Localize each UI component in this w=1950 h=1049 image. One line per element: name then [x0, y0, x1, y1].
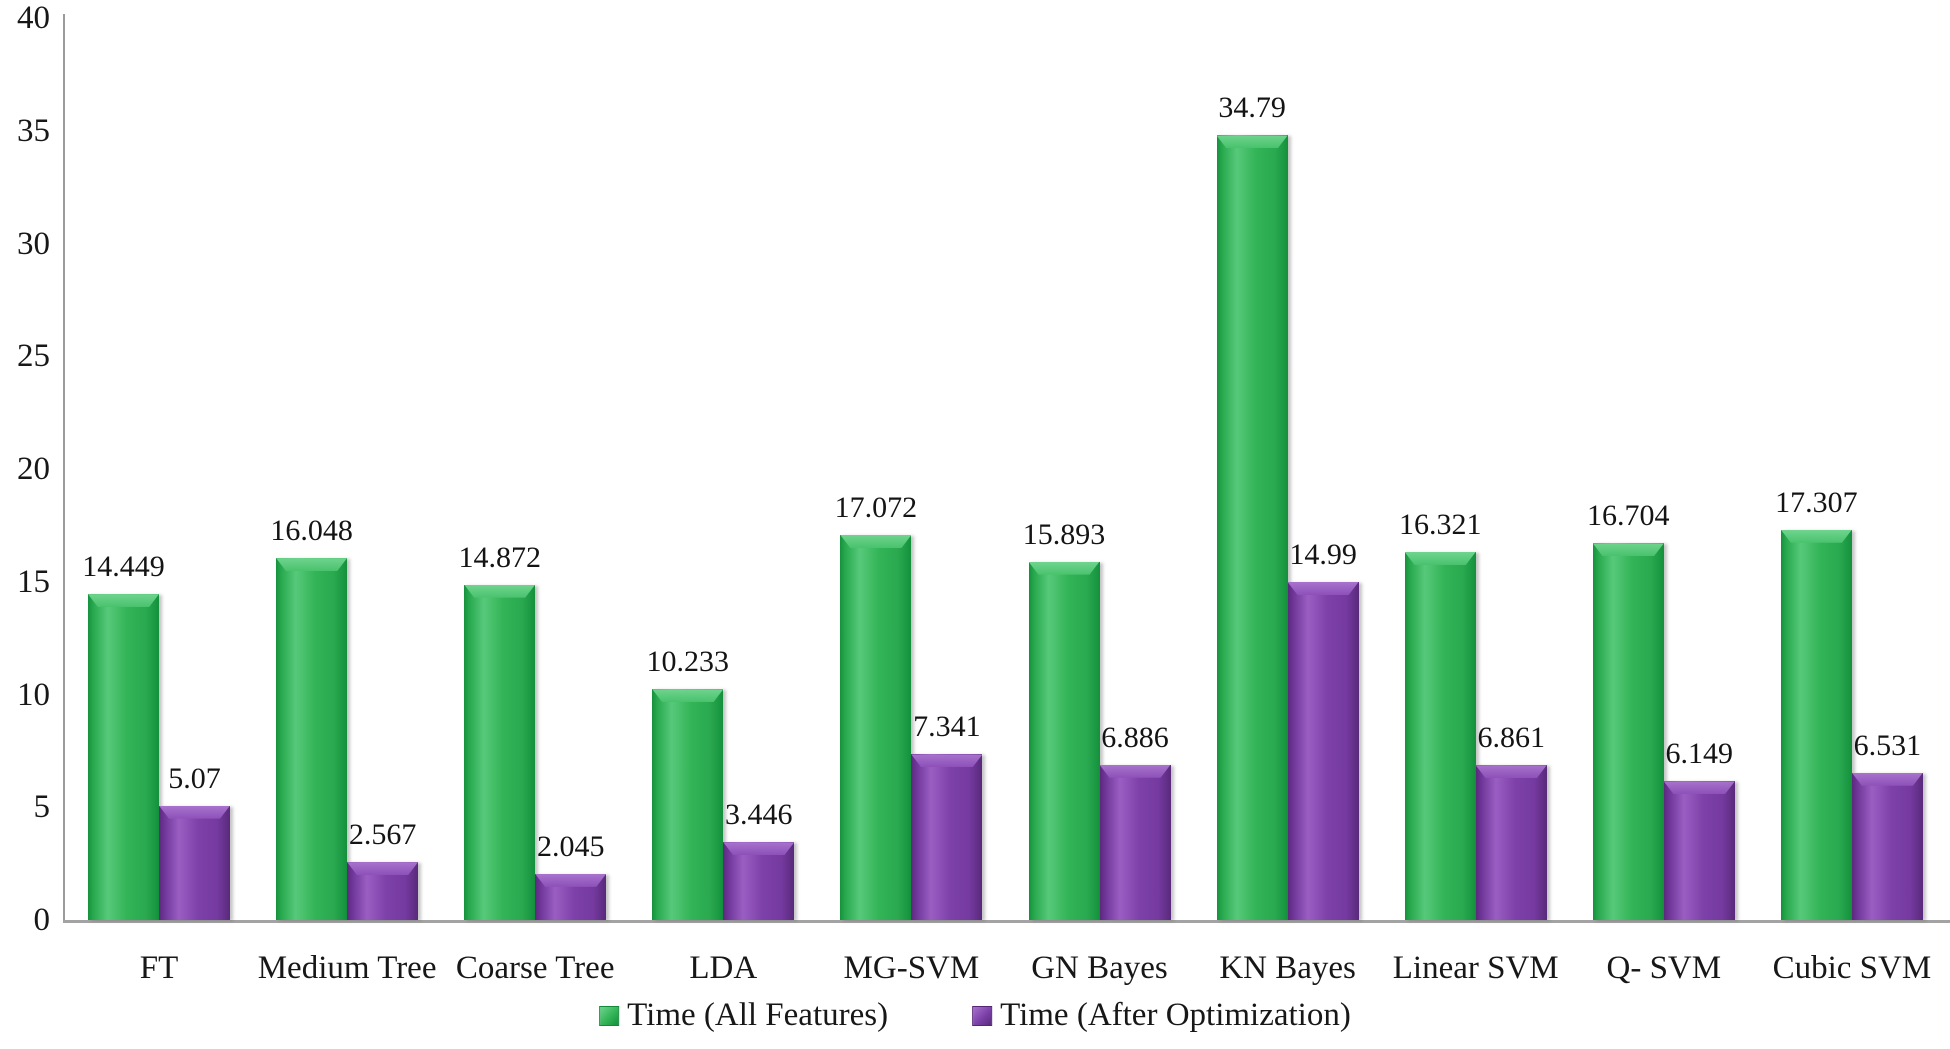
value-label-all-features: 17.307 [1775, 485, 1858, 519]
bar-top-bevel [88, 594, 159, 608]
category-label: Medium Tree [257, 950, 437, 986]
value-label-all-features: 15.893 [1022, 517, 1106, 551]
bar-top-bevel [1663, 781, 1735, 795]
bar-after-optimization [1099, 764, 1171, 920]
bar-top-bevel [652, 689, 724, 703]
value-label-after-optimization: 2.045 [536, 829, 605, 863]
bar-top-bevel [1592, 543, 1664, 557]
bar-after-optimization [1851, 772, 1923, 920]
bar-top-bevel [1287, 581, 1359, 595]
y-tick-label: 10 [17, 676, 50, 713]
category-label: FT [139, 950, 179, 986]
bar-after-optimization [535, 873, 607, 920]
bar-all-features [1592, 543, 1664, 920]
y-tick-label: 5 [33, 789, 51, 826]
bar-all-features [1216, 135, 1288, 920]
value-label-all-features: 16.048 [270, 514, 353, 548]
legend: Time (All Features) Time (After Optimiza… [599, 997, 1351, 1034]
category-label: MG-SVM [843, 950, 980, 986]
bar-all-features [1404, 551, 1476, 920]
y-tick-label: 35 [17, 112, 50, 149]
legend-swatch-all-features-icon [599, 1005, 620, 1026]
bar-all-features [840, 535, 912, 920]
bar-top-bevel [840, 535, 912, 549]
bar-all-features [88, 594, 159, 920]
legend-item-all-features: Time (All Features) [599, 997, 888, 1034]
bar-top-bevel [1851, 772, 1923, 786]
bar-top-bevel [1404, 551, 1476, 565]
category-label: Linear SVM [1392, 950, 1559, 986]
bar-top-bevel [1028, 561, 1100, 575]
bar-all-features [464, 584, 536, 920]
bar-after-optimization [911, 754, 983, 920]
category-label: Cubic SVM [1772, 950, 1932, 986]
bar-all-features [1028, 561, 1100, 920]
value-label-after-optimization: 2.567 [348, 818, 417, 852]
y-tick-label: 0 [33, 902, 51, 938]
bar-top-bevel [464, 584, 536, 598]
bar-top-bevel [276, 558, 348, 572]
legend-label-after-optimization: Time (After Optimization) [1000, 997, 1351, 1033]
bar-top-bevel [1099, 764, 1171, 778]
value-label-after-optimization: 7.341 [913, 710, 981, 744]
value-label-all-features: 14.449 [82, 550, 165, 584]
category-label: KN Bayes [1219, 950, 1356, 986]
value-label-all-features: 14.872 [458, 540, 541, 574]
bar-top-bevel [911, 754, 983, 768]
bar-top-bevel [1780, 529, 1852, 543]
y-tick-label: 25 [17, 338, 50, 375]
category-label: Q- SVM [1606, 950, 1722, 986]
value-label-after-optimization: 5.07 [168, 761, 221, 795]
value-label-after-optimization: 6.149 [1665, 737, 1734, 771]
bar-all-features [1780, 529, 1852, 920]
bar-after-optimization [1475, 765, 1547, 920]
bar-after-optimization [347, 862, 419, 920]
value-label-all-features: 16.704 [1587, 499, 1670, 533]
value-label-all-features: 10.233 [646, 645, 730, 679]
y-tick-label: 20 [17, 451, 50, 487]
y-tick-label: 40 [17, 0, 50, 36]
value-label-all-features: 17.072 [834, 491, 918, 525]
category-label: LDA [689, 950, 758, 986]
legend-label-all-features: Time (All Features) [627, 997, 889, 1033]
y-tick-label: 15 [17, 563, 50, 600]
x-axis-line [63, 920, 1950, 923]
bar-after-optimization [723, 842, 795, 920]
legend-swatch-after-optimization-icon [972, 1005, 993, 1026]
bar-all-features [652, 689, 724, 920]
y-tick-label: 30 [17, 225, 50, 262]
bar-after-optimization [1287, 581, 1359, 920]
value-label-all-features: 34.79 [1218, 91, 1286, 125]
bar-all-features [276, 558, 348, 920]
category-label: Coarse Tree [455, 950, 615, 986]
value-label-after-optimization: 6.531 [1853, 728, 1922, 762]
value-label-after-optimization: 6.886 [1101, 720, 1169, 754]
value-label-all-features: 16.321 [1398, 507, 1482, 541]
value-label-after-optimization: 6.861 [1477, 721, 1545, 755]
bar-top-bevel [1475, 765, 1547, 779]
bar-top-bevel [159, 805, 230, 819]
value-label-after-optimization: 14.99 [1289, 537, 1357, 571]
value-label-after-optimization: 3.446 [725, 798, 793, 832]
bar-top-bevel [723, 842, 795, 856]
bar-top-bevel [1216, 135, 1288, 149]
bar-top-bevel [347, 862, 419, 876]
bar-after-optimization [159, 805, 230, 920]
y-axis-line [63, 14, 65, 923]
legend-item-after-optimization: Time (After Optimization) [972, 997, 1351, 1034]
bar-top-bevel [535, 873, 607, 887]
bar-after-optimization [1663, 781, 1735, 920]
category-label: GN Bayes [1031, 950, 1168, 986]
